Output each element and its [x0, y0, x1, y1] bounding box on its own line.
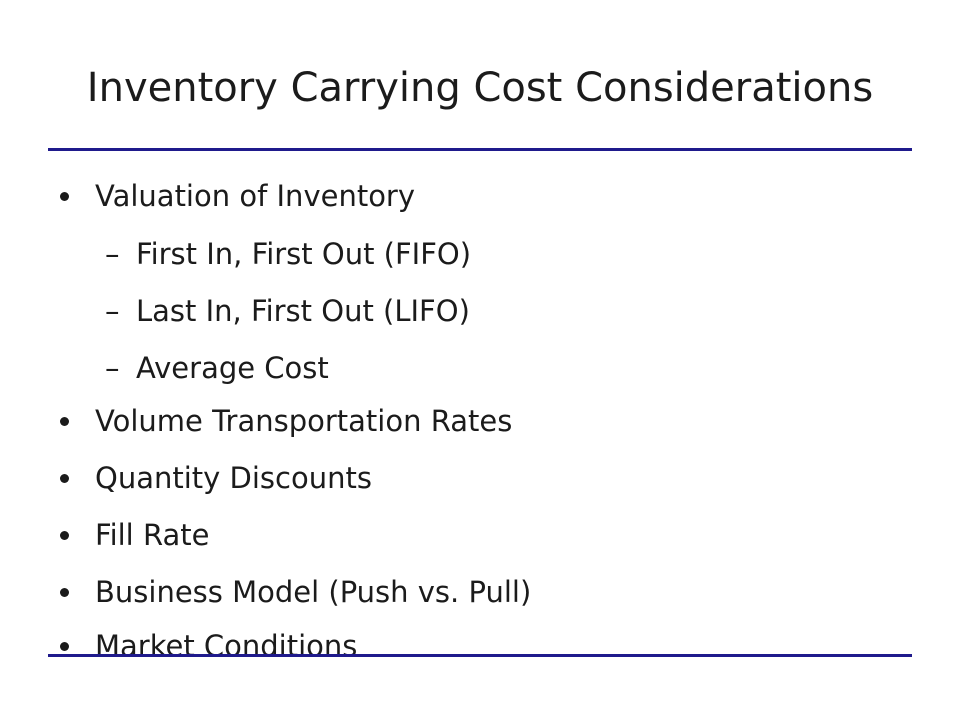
list-item: Last In, First Out (LIFO) — [136, 294, 470, 328]
bullet-icon — [60, 474, 69, 483]
list-item: Volume Transportation Rates — [95, 404, 513, 438]
bottom-divider-line — [48, 654, 912, 657]
list-item: Quantity Discounts — [95, 461, 372, 495]
list-item: Market Conditions — [95, 629, 358, 663]
bullet-icon — [60, 588, 69, 597]
dash-icon: – — [105, 351, 120, 385]
bullet-icon — [60, 192, 69, 201]
list-item: Fill Rate — [95, 518, 210, 552]
list-item: First In, First Out (FIFO) — [136, 237, 472, 271]
dash-icon: – — [105, 294, 120, 328]
slide-title: Inventory Carrying Cost Considerations — [86, 65, 874, 111]
list-item: Business Model (Push vs. Pull) — [95, 575, 532, 609]
bullet-icon — [60, 531, 69, 540]
bullet-icon — [60, 642, 69, 651]
dash-icon: – — [105, 237, 120, 271]
list-item: Valuation of Inventory — [95, 179, 416, 213]
list-item: Average Cost — [136, 351, 329, 385]
bullet-icon — [60, 417, 69, 426]
title-divider-line — [48, 148, 912, 151]
